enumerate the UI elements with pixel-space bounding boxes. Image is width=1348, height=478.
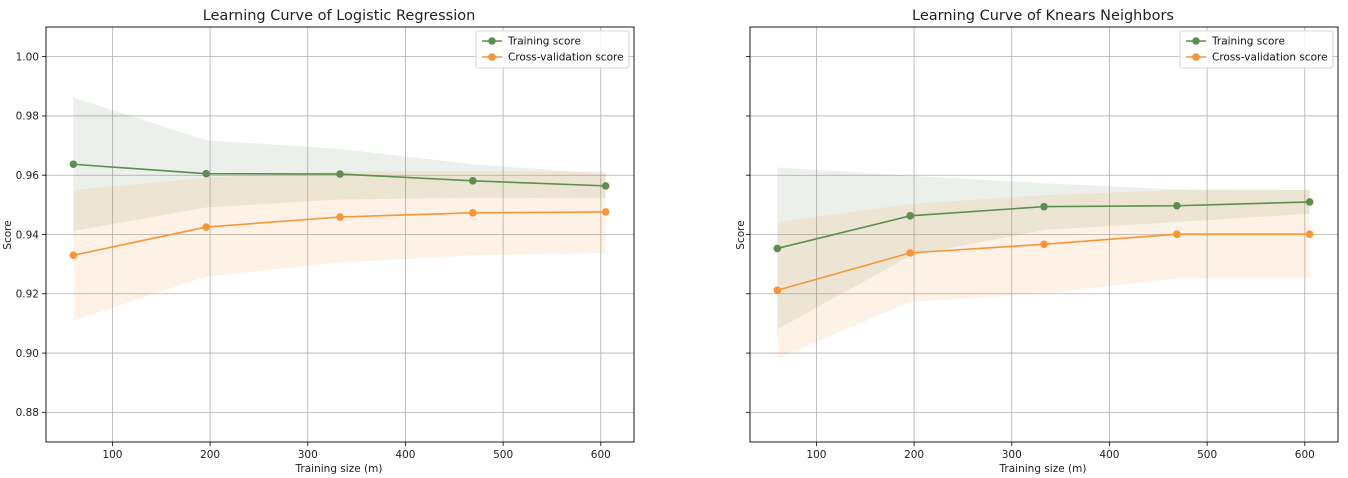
legend-entry: Cross-validation score [1212,52,1328,64]
y-axis-label: Score [2,220,14,249]
legend-marker [488,53,496,61]
data-point [469,209,477,217]
data-point [1305,198,1314,206]
x-tick-label: 400 [395,449,415,461]
x-tick-label: 300 [298,449,318,461]
y-tick-label: 0.98 [16,111,39,123]
legend: Training score Cross-validation score [1179,30,1334,69]
x-tick-label: 400 [1099,449,1119,461]
data-point [336,213,344,221]
chart-knears-neighbors: Learning Curve of Knears Neighbors Train… [735,8,1339,475]
data-point [1040,240,1048,249]
legend-box [475,30,630,69]
y-tick-label: 0.92 [16,289,39,301]
legend-entry: Cross-validation score [508,52,624,64]
std-band [73,171,606,321]
legend-marker [488,37,496,45]
data-point [69,251,78,260]
data-point [601,182,610,190]
x-axis-label: Training size (m) [295,463,383,475]
data-point [1173,230,1181,239]
y-tick-label: 0.94 [16,229,40,241]
data-point [773,244,782,253]
legend-box [1179,30,1334,69]
x-tick-label: 600 [591,449,611,461]
x-tick-label: 500 [493,449,513,461]
data-point [202,223,210,231]
legend-entry: Training score [507,36,581,48]
x-tick-label: 300 [1002,449,1022,461]
legend: Training score Cross-validation score [475,30,630,69]
data-point [1040,202,1048,211]
std-band [73,97,606,231]
grid [46,27,634,442]
x-tick-label: 200 [904,449,924,461]
data-point [202,169,210,178]
chart-title: Learning Curve of Knears Neighbors [912,8,1174,24]
data-point [1173,201,1181,210]
chart-logistic-regression: Learning Curve of Logistic Regression Tr… [2,8,635,475]
y-tick-label: 0.90 [16,348,39,360]
x-tick-label: 100 [806,449,826,461]
legend-marker [1192,37,1200,45]
x-tick-label: 100 [102,449,122,461]
x-tick-label: 200 [200,449,220,461]
data-point [601,208,610,216]
data-point [906,249,914,257]
chart-title: Learning Curve of Logistic Regression [203,8,476,24]
x-tick-label: 500 [1197,449,1217,461]
x-tick-label: 600 [1295,449,1315,461]
x-axis-label: Training size (m) [999,463,1087,475]
data-point [69,160,78,169]
data-point [773,286,782,295]
y-tick-label: 0.88 [16,407,39,419]
data-point [336,170,344,178]
data-point [469,177,477,185]
y-tick-label: 1.00 [16,51,39,63]
data-point [906,212,914,220]
legend-marker [1192,53,1200,61]
legend-entry: Training score [1211,36,1285,48]
y-tick-label: 0.96 [16,170,40,182]
data-point [1305,230,1314,239]
y-axis-label: Score [735,220,747,249]
